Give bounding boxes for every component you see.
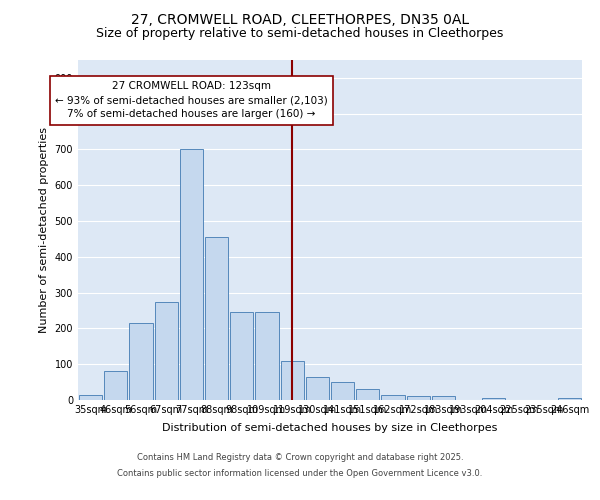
Y-axis label: Number of semi-detached properties: Number of semi-detached properties <box>39 127 49 333</box>
Bar <box>558 398 581 400</box>
Text: Contains public sector information licensed under the Open Government Licence v3: Contains public sector information licen… <box>118 469 482 478</box>
Bar <box>230 312 253 400</box>
Bar <box>482 398 505 400</box>
Bar <box>256 312 278 400</box>
Bar <box>407 396 430 400</box>
Bar <box>205 237 228 400</box>
Bar <box>306 376 329 400</box>
Bar <box>331 382 354 400</box>
Bar <box>281 360 304 400</box>
Bar <box>79 394 102 400</box>
Bar <box>180 150 203 400</box>
X-axis label: Distribution of semi-detached houses by size in Cleethorpes: Distribution of semi-detached houses by … <box>163 423 497 433</box>
Text: Contains HM Land Registry data © Crown copyright and database right 2025.: Contains HM Land Registry data © Crown c… <box>137 452 463 462</box>
Bar <box>155 302 178 400</box>
Text: Size of property relative to semi-detached houses in Cleethorpes: Size of property relative to semi-detach… <box>97 28 503 40</box>
Bar <box>432 396 455 400</box>
Bar <box>382 394 404 400</box>
Bar <box>104 372 127 400</box>
Bar <box>356 390 379 400</box>
Bar <box>130 323 152 400</box>
Text: 27, CROMWELL ROAD, CLEETHORPES, DN35 0AL: 27, CROMWELL ROAD, CLEETHORPES, DN35 0AL <box>131 12 469 26</box>
Text: 27 CROMWELL ROAD: 123sqm
← 93% of semi-detached houses are smaller (2,103)
7% of: 27 CROMWELL ROAD: 123sqm ← 93% of semi-d… <box>55 82 328 120</box>
